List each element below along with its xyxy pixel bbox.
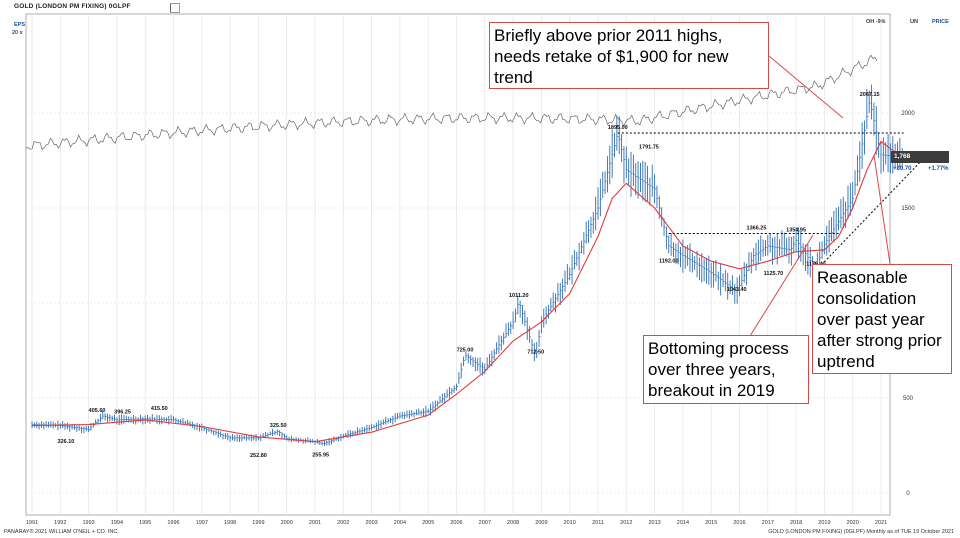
x-tick-label: 2020 <box>847 520 859 526</box>
un-label: UN <box>910 19 918 25</box>
x-tick-label: 2001 <box>309 520 321 526</box>
y-tick-label: 0 <box>906 491 910 497</box>
price-annotation: 1043.40 <box>727 287 747 293</box>
plot-frame <box>25 13 891 516</box>
callout-top: Briefly above prior 2011 highs, needs re… <box>489 22 769 89</box>
arrow-right <box>873 154 891 265</box>
price-annotation: 405.60 <box>89 408 106 414</box>
x-tick-label: 2010 <box>564 520 576 526</box>
price-annotation: 325.50 <box>270 423 287 429</box>
x-tick-label: 2012 <box>620 520 632 526</box>
price-axis-label: PRICE <box>932 19 949 25</box>
support-trend-line <box>815 158 924 272</box>
price-annotation: 252.80 <box>250 453 267 459</box>
footer-source: GOLD (LONDON PM FIXING) (0GLPF) Monthly … <box>768 529 954 535</box>
eps-label: EPS <box>14 22 26 28</box>
callout-right: Reasonable consolidation over past year … <box>812 264 952 374</box>
x-tick-label: 2017 <box>762 520 774 526</box>
price-annotation: 255.95 <box>312 452 329 458</box>
price-annotation: 396.25 <box>114 410 131 416</box>
moving-average-line <box>31 140 904 443</box>
eps-multiplier: 20 x <box>12 30 23 36</box>
x-tick-label: 1995 <box>139 520 151 526</box>
price-annotation: 1192.00 <box>659 259 679 265</box>
flag-icon[interactable] <box>170 3 180 13</box>
footer-copyright: PANARAY® 2021 WILLIAM O'NEIL + CO. INC. <box>4 529 119 535</box>
x-tick-label: 2007 <box>479 520 491 526</box>
price-annotation: 1366.25 <box>747 225 767 231</box>
x-tick-label: 1993 <box>82 520 94 526</box>
x-tick-label: 1994 <box>111 520 123 526</box>
x-tick-label: 2002 <box>337 520 349 526</box>
price-annotation: 712.50 <box>527 350 544 356</box>
footer: PANARAY® 2021 WILLIAM O'NEIL + CO. INC. … <box>0 528 960 538</box>
price-annotation: 1354.95 <box>786 228 806 234</box>
price-annotation: 725.00 <box>457 347 474 353</box>
price-annotation: 1125.70 <box>764 271 784 277</box>
price-annotation: 415.50 <box>151 406 168 412</box>
price-annotation: 1791.75 <box>639 145 659 151</box>
x-tick-label: 2013 <box>648 520 660 526</box>
x-tick-label: 1997 <box>196 520 208 526</box>
price-annotation: 1895.00 <box>608 125 628 131</box>
x-tick-label: 2000 <box>281 520 293 526</box>
price-change-pct: +1.77% <box>928 166 949 172</box>
y-tick-label: 1500 <box>901 206 915 212</box>
x-tick-label: 2018 <box>790 520 802 526</box>
x-tick-label: 2019 <box>818 520 830 526</box>
chart-title: GOLD (LONDON PM FIXING) 0GLPF <box>14 3 131 10</box>
x-tick-label: 2005 <box>422 520 434 526</box>
x-tick-label: 1999 <box>252 520 264 526</box>
price-change: +30.70 <box>893 166 912 172</box>
relative-strength-line <box>25 54 878 151</box>
x-tick-label: 2014 <box>677 520 689 526</box>
y-tick-label: 2000 <box>901 111 915 117</box>
x-tick-label: 2016 <box>733 520 745 526</box>
x-tick-label: 2003 <box>365 520 377 526</box>
price-annotation: 2067.15 <box>860 92 880 98</box>
x-tick-label: 2004 <box>394 520 406 526</box>
x-tick-label: 2008 <box>507 520 519 526</box>
last-price-badge: 1,768 <box>891 151 949 163</box>
oh-label: OH -9% <box>866 19 886 25</box>
x-tick-label: 2011 <box>592 520 604 526</box>
x-tick-label: 1996 <box>167 520 179 526</box>
chart-header: GOLD (LONDON PM FIXING) 0GLPF <box>0 0 960 14</box>
x-tick-label: 1998 <box>224 520 236 526</box>
price-annotation: 326.10 <box>58 439 75 445</box>
arrow-bottom <box>749 234 814 337</box>
x-tick-label: 2006 <box>450 520 462 526</box>
callout-bottom: Bottoming process over three years, brea… <box>643 335 809 404</box>
x-tick-label: 2009 <box>535 520 547 526</box>
x-tick-label: 1991 <box>26 520 38 526</box>
x-tick-label: 2015 <box>705 520 717 526</box>
y-tick-label: 500 <box>903 396 914 402</box>
arrow-top <box>768 55 844 119</box>
x-tick-label: 1992 <box>54 520 66 526</box>
last-price-value: 1,768 <box>894 153 911 160</box>
x-tick-label: 2021 <box>875 520 887 526</box>
price-annotation: 1011.20 <box>509 293 529 299</box>
